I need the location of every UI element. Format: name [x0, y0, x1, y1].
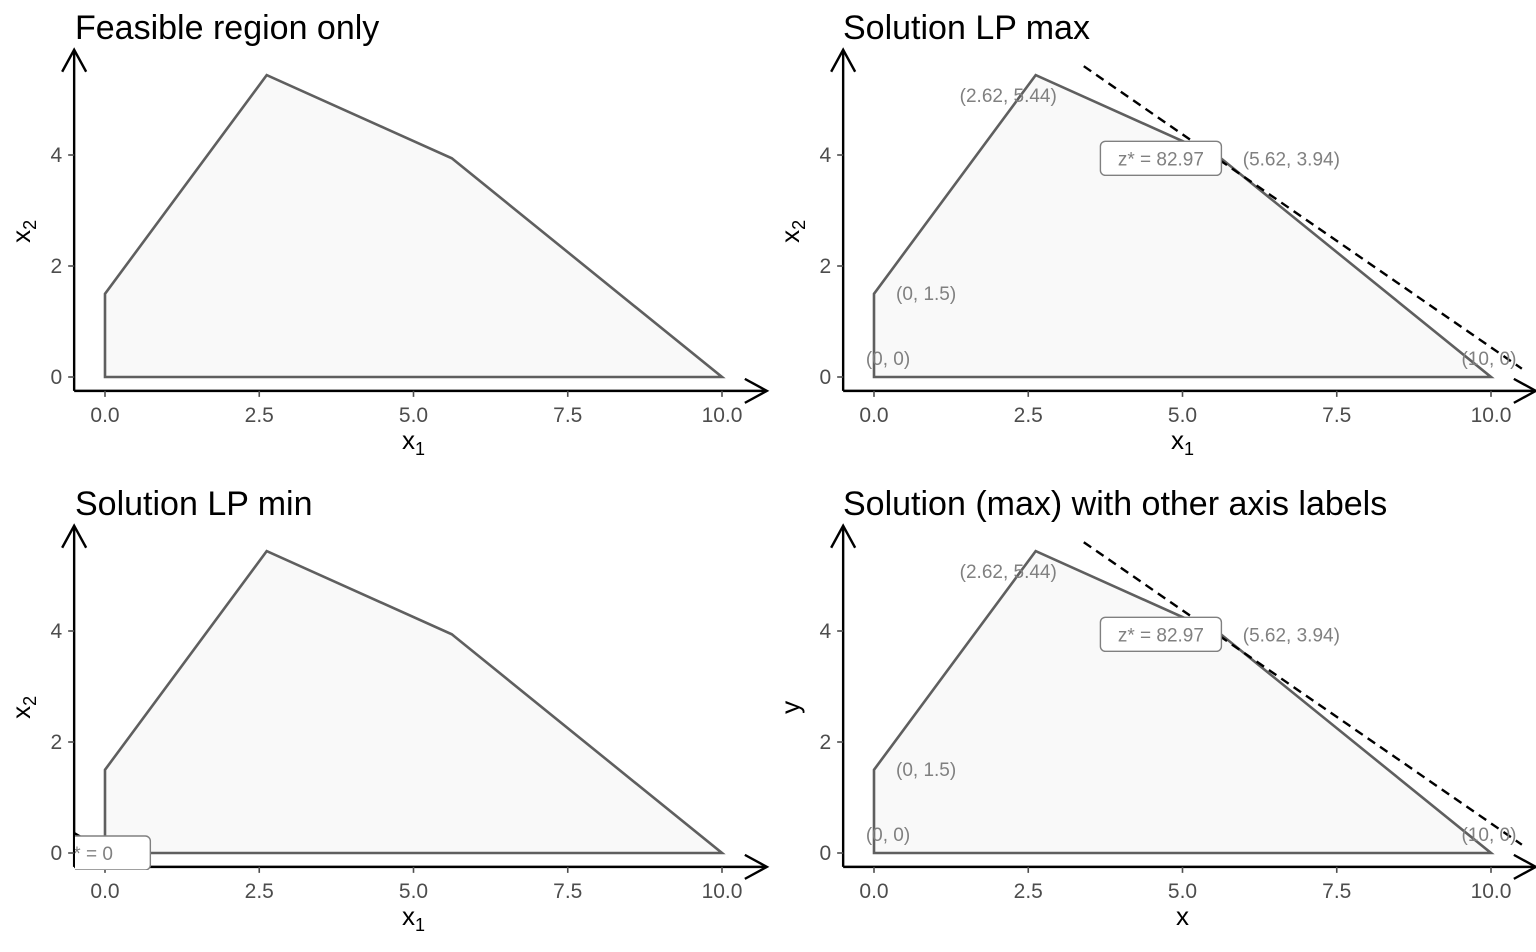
x-tick-label: 10.0: [1471, 404, 1512, 427]
y-tick-label: 0: [819, 366, 831, 389]
optimal-value-box: [75, 835, 152, 870]
vertex-label: (0, 0): [866, 825, 910, 846]
x-tick-label: 0.0: [859, 880, 888, 903]
optimal-value-text: z* = 82.97: [1118, 149, 1204, 170]
feasible-region: [103, 549, 726, 855]
vertex-label: (2.62, 5.44): [960, 562, 1057, 583]
x-axis-arrow: [744, 853, 770, 880]
feasible-region: [103, 73, 726, 379]
optimal-value-text: z* = 0: [64, 844, 113, 865]
optimal-value-text: z* = 82.97: [1118, 625, 1204, 646]
optimal-value-label: z* = 0: [64, 835, 152, 870]
x-tick-label: 0.0: [859, 404, 888, 427]
y-axis-title-main: x: [6, 230, 36, 243]
x-tick-label: 2.5: [245, 404, 274, 427]
x-tick-label: 10.0: [702, 880, 743, 903]
x-tick-label: 10.0: [702, 404, 743, 427]
vertex-label: (0, 0): [866, 349, 910, 370]
feasible-region: [872, 73, 1495, 379]
y-axis-title-subscript: 2: [20, 220, 40, 230]
y-axis-title-subscript: 2: [789, 220, 809, 230]
y-tick-label: 4: [819, 144, 831, 167]
optimal-value-box: [1099, 140, 1223, 177]
x-tick-label: 0.0: [90, 880, 119, 903]
x-axis-title-subscript: 1: [1184, 439, 1194, 459]
optimal-value-label: z* = 82.97: [1099, 140, 1223, 177]
y-tick-label: 2: [819, 255, 831, 278]
x-tick-label: 5.0: [1168, 404, 1197, 427]
optimal-value-box: [1099, 616, 1223, 653]
y-tick-label: 0: [50, 842, 62, 865]
x-tick-label: 7.5: [1322, 880, 1351, 903]
y-axis-title: x2: [6, 220, 40, 243]
chart-panel-1: Feasible region only 0.0 2.5 5.0 7.5 10.0 0 2 4 x…: [6, 9, 770, 459]
vertex-label: (5.62, 3.94): [1243, 625, 1340, 646]
y-tick-label: 4: [819, 620, 831, 643]
x-axis-title-subscript: 1: [415, 439, 425, 459]
y-tick-label: 4: [50, 144, 62, 167]
y-tick-label: 2: [50, 731, 62, 754]
y-axis-arrow: [61, 523, 88, 549]
panel-title: Solution LP max: [843, 9, 1090, 47]
x-tick-label: 5.0: [1168, 880, 1197, 903]
x-tick-label: 7.5: [553, 404, 582, 427]
x-tick-label: 0.0: [90, 404, 119, 427]
vertex-label: (10, 0): [1462, 825, 1517, 846]
y-axis-title: x2: [6, 696, 40, 719]
x-axis-title-main: x: [402, 901, 415, 931]
y-tick-label: 0: [819, 842, 831, 865]
vertex-label: (10, 0): [1462, 349, 1517, 370]
x-axis-arrow: [744, 377, 770, 404]
y-axis-title: y: [775, 701, 805, 714]
x-axis-title-main: x: [1171, 425, 1184, 455]
y-tick-label: 4: [50, 620, 62, 643]
x-axis-title: x1: [1171, 425, 1194, 459]
x-tick-label: 7.5: [1322, 404, 1351, 427]
x-tick-label: 5.0: [399, 404, 428, 427]
x-tick-label: 2.5: [1014, 404, 1043, 427]
panel-title: Solution (max) with other axis labels: [843, 485, 1387, 523]
y-tick-label: 2: [819, 731, 831, 754]
y-axis-title-main: x: [6, 706, 36, 719]
vertex-label: (0, 1.5): [896, 284, 956, 305]
y-tick-label: 2: [50, 255, 62, 278]
y-axis-arrow: [830, 47, 857, 73]
panel-title: Solution LP min: [75, 485, 313, 523]
x-axis-title-subscript: 1: [415, 915, 425, 935]
objective-line: [1083, 541, 1523, 846]
x-axis-title: x: [1176, 901, 1189, 931]
panel-title: Feasible region only: [75, 9, 379, 47]
y-tick-label: 0: [50, 366, 62, 389]
x-axis-title: x1: [402, 901, 425, 935]
x-axis-title-main: x: [1176, 901, 1189, 931]
x-tick-label: 7.5: [553, 880, 582, 903]
optimal-value-label: z* = 82.97: [1099, 616, 1223, 653]
y-axis-title-main: x: [775, 230, 805, 243]
y-axis-arrow: [61, 47, 88, 73]
x-tick-label: 10.0: [1471, 880, 1512, 903]
x-tick-label: 2.5: [1014, 880, 1043, 903]
y-axis-title: x2: [775, 220, 809, 243]
y-axis-title-main: y: [775, 701, 805, 714]
feasible-region: [872, 549, 1495, 855]
vertex-label: (5.62, 3.94): [1243, 149, 1340, 170]
y-axis-arrow: [830, 523, 857, 549]
vertex-label: (0, 1.5): [896, 760, 956, 781]
vertex-label: (2.62, 5.44): [960, 86, 1057, 107]
x-tick-label: 5.0: [399, 880, 428, 903]
x-axis-title: x1: [402, 425, 425, 459]
x-axis-title-main: x: [402, 425, 415, 455]
chart-panel-4: Solution (max) with other axis labels 0.0…: [775, 485, 1536, 931]
y-axis-title-subscript: 2: [20, 696, 40, 706]
objective-line: [1083, 65, 1523, 370]
x-tick-label: 2.5: [245, 880, 274, 903]
